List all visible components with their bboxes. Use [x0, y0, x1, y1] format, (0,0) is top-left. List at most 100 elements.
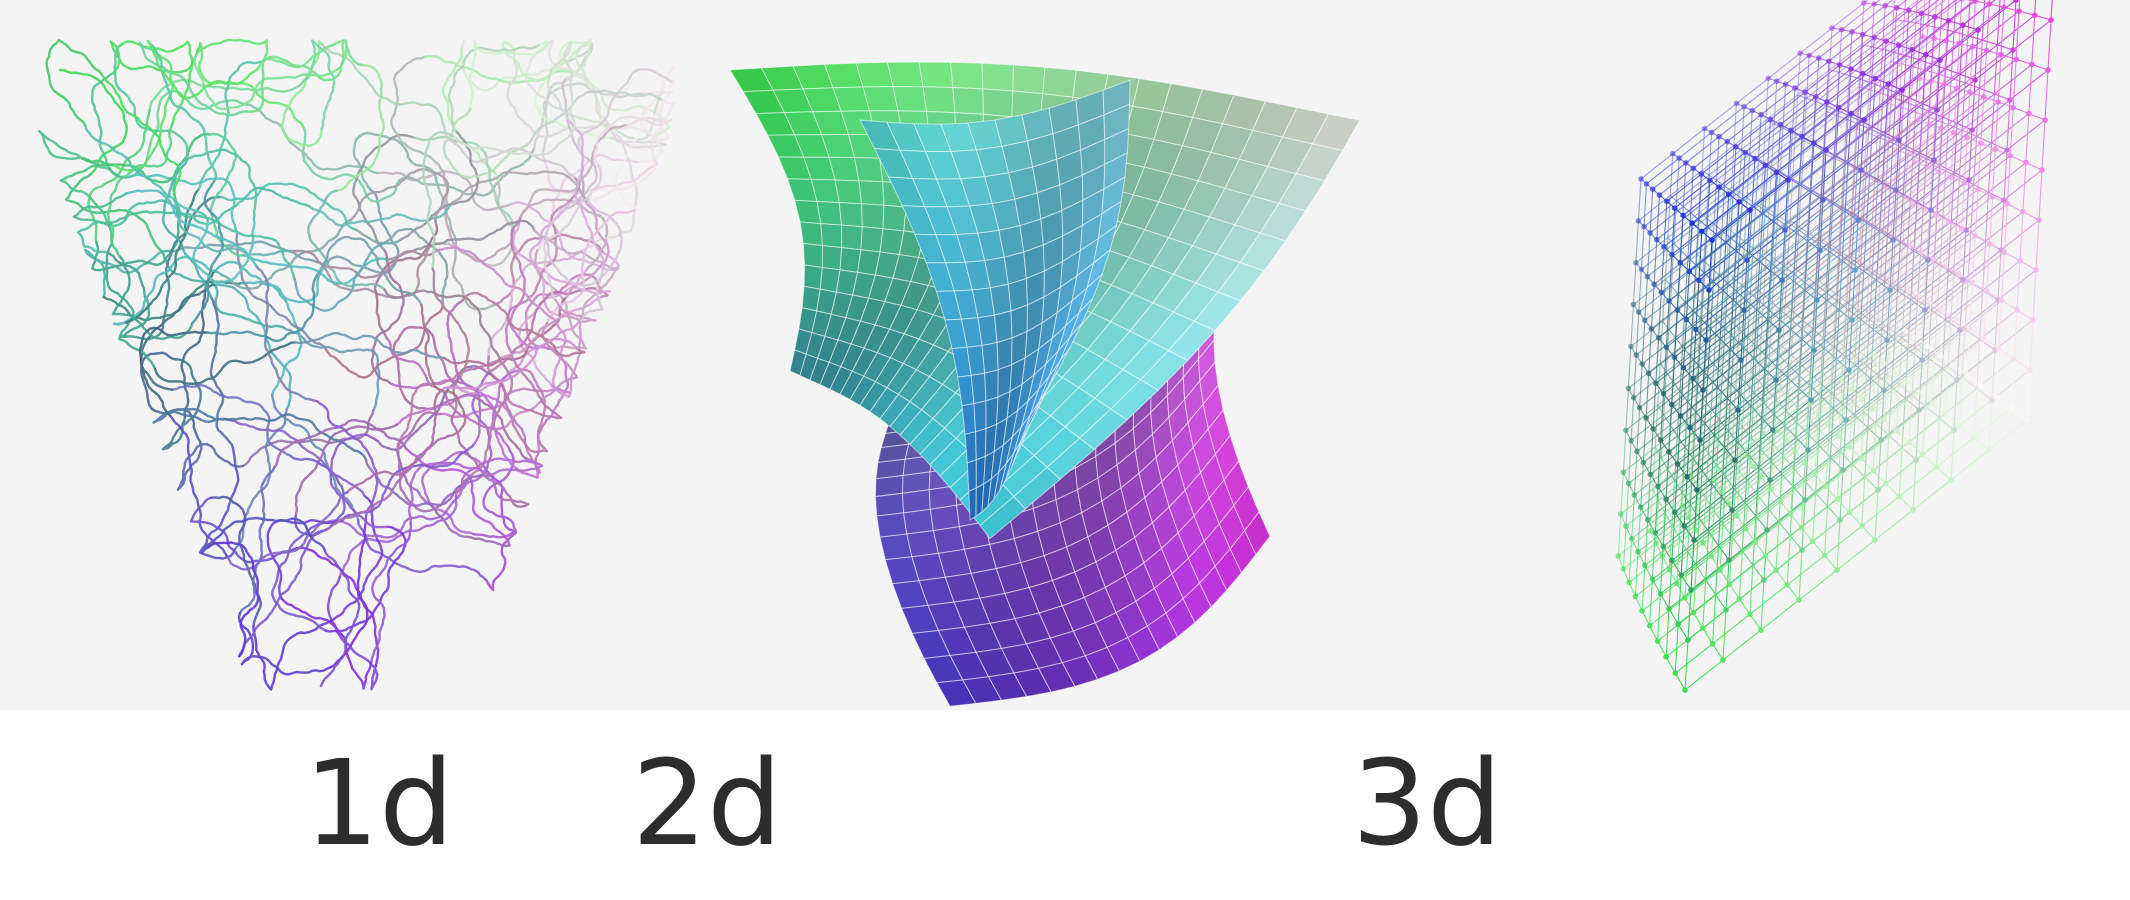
lattice-edge [1733, 277, 1743, 286]
lattice-edge [1673, 217, 1707, 245]
lattice-edge [1721, 186, 1726, 231]
lattice-edge [1633, 451, 1638, 496]
lattice-edge [1989, 196, 1994, 244]
surface-quad [949, 61, 984, 90]
lattice-edge [1882, 203, 1918, 232]
lattice-edge [1798, 155, 1837, 186]
lattice-edge [1761, 210, 1766, 256]
lattice-node [1661, 244, 1667, 250]
lattice-edge [1818, 388, 1852, 416]
lattice-node [1677, 413, 1684, 419]
lattice-node [1909, 201, 1916, 207]
lattice-edge [1715, 438, 1725, 450]
lattice-node [1670, 150, 1676, 157]
lattice-node [1694, 487, 1700, 493]
lattice-edge [1628, 555, 1663, 583]
lattice-node [1759, 474, 1765, 481]
lattice-edge [1691, 312, 1725, 339]
lattice-node [1926, 121, 1932, 127]
lattice-edge [1890, 52, 1895, 97]
lattice-edge [1652, 488, 1659, 501]
lattice-node [1885, 81, 1892, 87]
lattice-edge [1694, 486, 1699, 531]
lattice-edge [1817, 212, 1853, 241]
lattice-edge [1823, 300, 1828, 349]
lattice-edge [1896, 402, 1933, 432]
lattice-edge [1829, 408, 1834, 458]
lattice-edge [1793, 311, 1804, 321]
lattice-edge [1973, 407, 2012, 439]
lattice-edge [1897, 191, 1911, 200]
lattice-edge [1888, 251, 1922, 279]
lattice-edge [1628, 362, 1661, 389]
lattice-edge [1915, 0, 1946, 24]
lattice-node [1663, 654, 1669, 660]
lattice-edge [1625, 388, 1629, 431]
lattice-edge [1826, 457, 1831, 507]
lattice-edge [1780, 96, 1817, 126]
lattice-node [1648, 326, 1655, 332]
lattice-edge [1736, 209, 1770, 236]
lattice-edge [1879, 201, 1918, 232]
lattice-edge [1786, 194, 1822, 223]
lattice-edge [1700, 442, 1709, 455]
lattice-edge [1854, 355, 1868, 367]
lattice-edge [1741, 106, 1745, 150]
lattice-edge [1706, 198, 1743, 228]
surface-quad [989, 283, 1012, 316]
lattice-edge [1816, 249, 1821, 301]
lattice-edge [1645, 390, 1681, 419]
lattice-edge [1829, 203, 1834, 253]
lattice-node [1921, 206, 1927, 213]
lattice-edge [1815, 68, 1852, 98]
lattice-edge [1773, 444, 1784, 457]
lattice-edge [1774, 258, 1785, 267]
lattice-edge [1681, 463, 1686, 506]
lattice-edge [1674, 328, 1711, 358]
lattice-node [1688, 587, 1694, 593]
lattice-edge [1812, 284, 1817, 329]
lattice-edge [1836, 109, 1849, 116]
lattice-edge [1787, 348, 1825, 378]
lattice-edge [1767, 479, 1805, 510]
lattice-edge [1798, 200, 1832, 228]
curve-segment [198, 42, 306, 132]
lattice-edge [1835, 293, 1848, 303]
lattice-edge [1699, 186, 1732, 213]
lattice-edge [1875, 376, 1880, 424]
lattice-edge [1882, 48, 1895, 53]
lattice-edge [1724, 328, 1735, 339]
lattice-edge [1860, 2, 1865, 45]
lattice-edge [1755, 159, 1760, 204]
curve-segment [364, 458, 494, 507]
lattice-node [1937, 57, 1943, 63]
lattice-edge [1978, 39, 1983, 89]
lattice-edge [1862, 191, 1899, 221]
lattice-edge [1904, 263, 1941, 293]
lattice-node [1816, 55, 1822, 61]
lattice-node [1683, 316, 1690, 323]
lattice-edge [1835, 267, 1870, 295]
lattice-node [1726, 581, 1733, 588]
lattice-edge [1763, 356, 1768, 404]
lattice-node [1846, 367, 1852, 373]
lattice-edge [1848, 511, 1863, 527]
lattice-edge [1660, 431, 1694, 459]
lattice-edge [1930, 259, 1934, 303]
curve-segment [87, 109, 151, 244]
lattice-edge [1817, 194, 1822, 240]
lattice-node [1858, 455, 1864, 462]
lattice-edge [1758, 437, 1797, 468]
lattice-edge [1912, 40, 1947, 68]
lattice-edge [1849, 74, 1861, 80]
lattice-node [1669, 557, 1675, 564]
lattice-edge [2038, 169, 2043, 221]
lattice-edge [1852, 401, 1865, 413]
lattice-edge [1848, 212, 1853, 258]
lattice-edge [1727, 384, 1732, 431]
lattice-edge [1804, 254, 1841, 283]
lattice-edge [1792, 105, 1827, 134]
lattice-edge [1798, 374, 1811, 387]
lattice-edge [1843, 162, 1856, 169]
lattice-edge [1625, 483, 1630, 527]
